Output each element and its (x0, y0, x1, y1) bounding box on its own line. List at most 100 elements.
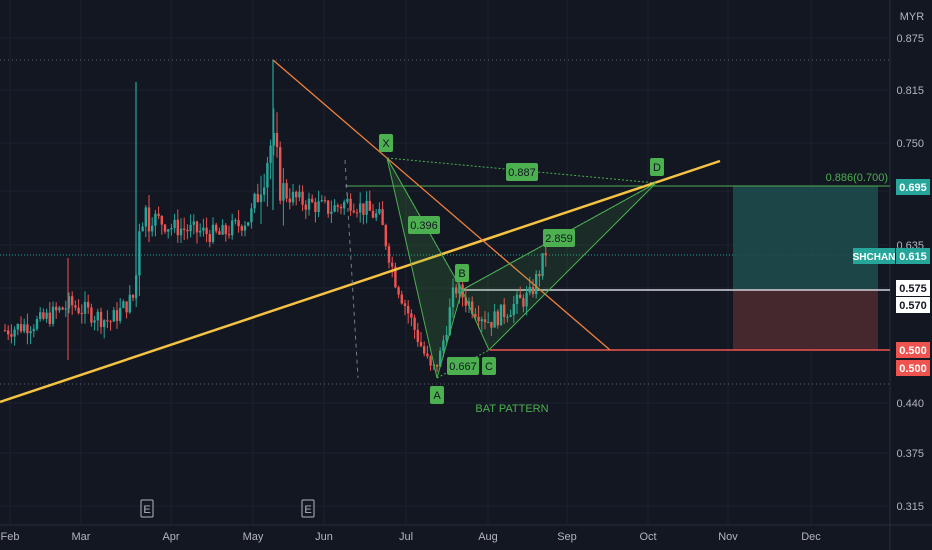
candle-body (125, 301, 128, 313)
candle-body (522, 298, 525, 307)
price-axis[interactable]: MYR 0.8750.8150.7500.6950.6350.5750.5000… (853, 11, 930, 513)
pattern-ratio-line (461, 182, 657, 291)
price-tag: 0.695 (899, 182, 927, 194)
time-axis[interactable]: Feb Mar Apr May Jun Jul Aug Sep Oct Nov Dec E E (1, 499, 822, 543)
candle-body (426, 353, 429, 357)
pattern-point-a: A (433, 390, 441, 402)
price-tick-label: 0.875 (896, 33, 924, 45)
candle-body (211, 224, 215, 243)
candle-body (528, 286, 531, 293)
price-tag-box (896, 360, 930, 376)
candle-body (16, 324, 19, 330)
earnings-marker: E (304, 504, 311, 516)
candle-body (464, 297, 467, 306)
candle-body (410, 313, 413, 318)
candle-body (416, 329, 419, 342)
time-tick-label: Feb (1, 531, 20, 543)
price-tag-box (896, 342, 930, 358)
pattern-point-x: X (382, 138, 390, 150)
candle-body (359, 203, 362, 213)
candle-body (288, 198, 291, 203)
candle-body (55, 306, 58, 311)
candle-body (362, 203, 365, 215)
ticker-tag: SHCHAN (853, 252, 896, 263)
candle-body (109, 321, 112, 323)
candle-body (96, 311, 99, 321)
candle-body (515, 294, 519, 304)
candle-body (170, 228, 173, 230)
candles (3, 60, 547, 372)
candle-body (333, 205, 336, 212)
candle-body (93, 320, 96, 323)
stop-zone (733, 289, 878, 350)
candle-body (391, 262, 394, 267)
pattern-point-b: B (458, 268, 465, 280)
candle-body (355, 212, 359, 214)
time-tick-label: Jul (399, 531, 413, 543)
candle-body (477, 316, 480, 322)
candle-body (77, 307, 80, 314)
candle-body (224, 225, 227, 235)
candle-body (23, 324, 26, 332)
candle-body (227, 234, 231, 236)
price-tick-label: 0.440 (896, 398, 924, 410)
pattern-name: BAT PATTERN (475, 403, 548, 415)
candle-body (483, 319, 487, 323)
candle-body (138, 231, 141, 276)
price-tag: 0.575 (899, 283, 927, 295)
candle-body (205, 227, 208, 235)
candle-body (378, 209, 381, 214)
candle-body (266, 162, 269, 188)
pattern-ratio-line (386, 157, 463, 291)
candle-body (439, 350, 442, 367)
candle-body (106, 320, 109, 322)
pattern-ratio-line (386, 157, 657, 184)
earnings-marker-box (301, 499, 315, 518)
candle-body (394, 266, 397, 288)
ratio-xab-box (408, 216, 440, 234)
candle-body (45, 312, 48, 319)
candle-body (512, 303, 515, 316)
candle-body (384, 225, 387, 247)
candle-body (163, 224, 167, 232)
candle-body (445, 334, 448, 341)
candle-body (35, 319, 39, 330)
target-zone (733, 186, 878, 289)
candle-body (208, 234, 211, 243)
candle-body (7, 330, 10, 335)
candle-body (330, 211, 333, 214)
candle-body (218, 231, 221, 235)
candle-body (234, 220, 237, 222)
candle-body (259, 194, 263, 202)
candle-body (371, 210, 375, 218)
candle-body (375, 213, 378, 218)
candle-body (295, 191, 298, 198)
candle-body (320, 200, 323, 202)
candle-body (186, 229, 189, 232)
candle-body (387, 246, 391, 263)
candle-body (451, 287, 455, 308)
candle-body (147, 207, 151, 232)
candle-body (51, 306, 55, 324)
candle-body (80, 313, 83, 315)
price-tag-box (896, 280, 930, 296)
candle-body (368, 200, 371, 211)
candle-body (301, 191, 304, 205)
candle-body (167, 229, 170, 232)
candle-body (419, 341, 423, 347)
time-tick-label: Jun (315, 531, 333, 543)
candle-body (3, 330, 7, 332)
candle-body (487, 322, 490, 324)
price-tick-label: 0.375 (896, 448, 924, 460)
earnings-marker: E (143, 504, 150, 516)
candle-body (74, 305, 77, 308)
candle-body (314, 202, 317, 213)
candle-body (285, 183, 288, 199)
candle-body (221, 225, 224, 235)
time-tick-label: Aug (478, 531, 498, 543)
candle-body (480, 319, 483, 322)
candle-body (397, 287, 400, 295)
candle-body (304, 204, 307, 210)
candle-body (423, 346, 426, 354)
